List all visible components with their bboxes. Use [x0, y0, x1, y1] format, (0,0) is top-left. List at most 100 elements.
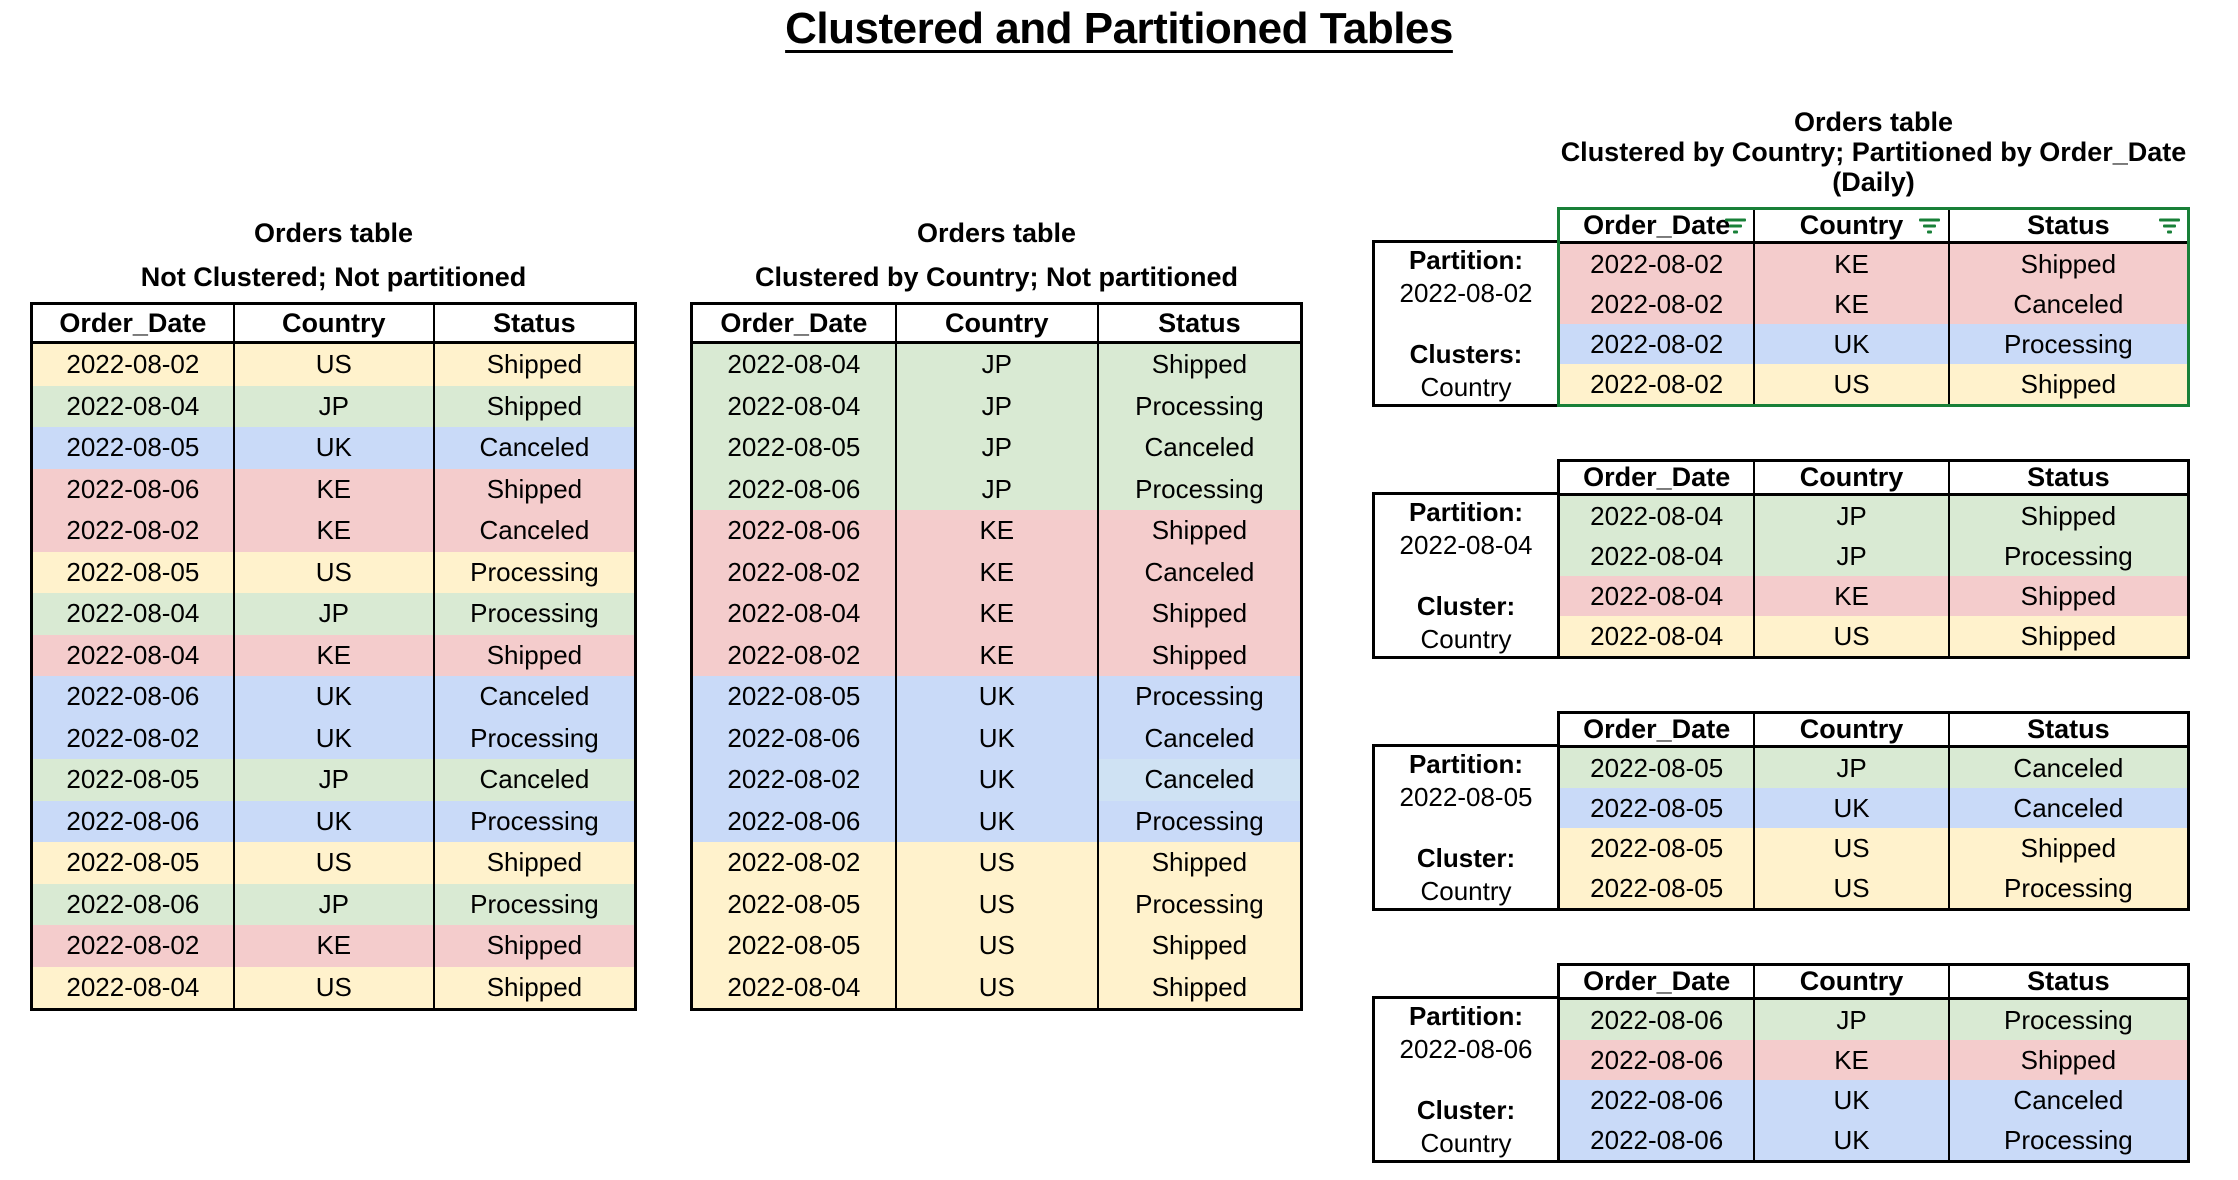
table-cell: Processing	[1096, 385, 1300, 427]
table-cell: 2022-08-02	[693, 759, 896, 801]
table-cell: 2022-08-05	[693, 427, 896, 469]
filter-icon[interactable]	[2158, 218, 2180, 233]
table-cell: 2022-08-02	[33, 717, 234, 759]
table-row: 2022-08-04 US Shipped	[1560, 616, 2187, 656]
partition-label-box: Partition: 2022-08-02 Clusters: Country	[1372, 240, 1557, 407]
table-cell: KE	[1753, 284, 1949, 324]
table-title: Orders table	[1793, 107, 1954, 137]
label-line: 2022-08-02	[1399, 277, 1533, 308]
table-cell: US	[1753, 868, 1949, 908]
table-cell: Processing	[1096, 468, 1300, 510]
table-cell: 2022-08-02	[33, 925, 234, 967]
label-line: Cluster:	[1416, 842, 1516, 873]
table-cell: Shipped	[1947, 616, 2187, 656]
table-cell: Processing	[1096, 800, 1300, 842]
table-cell: Shipped	[1947, 494, 2187, 536]
table-cell: 2022-08-05	[1560, 828, 1755, 868]
table-cell: Shipped	[1096, 966, 1300, 1008]
column-header: Status	[1096, 305, 1300, 344]
partitioned-table-group: Orders table Clustered by Country; Parti…	[1372, 100, 2190, 1180]
table-cell: UK	[1753, 324, 1949, 364]
filter-icon[interactable]	[1919, 218, 1941, 233]
table-cell: Canceled	[432, 759, 634, 801]
table-subtitle: Clustered by Country; Partitioned by Ord…	[1560, 137, 2187, 197]
table-row: 2022-08-06 UK Canceled	[693, 717, 1300, 759]
table-cell: Shipped	[1096, 593, 1300, 635]
table-cell: Canceled	[432, 427, 634, 469]
partition-table-2022-08-06: Order_Date Country Status 2022-08-06 JP Proce…	[1557, 963, 2190, 1163]
table-cell: 2022-08-06	[33, 468, 234, 510]
partition-block-2022-08-04: Partition: 2022-08-04 Cluster: Country Order…	[1372, 459, 2190, 659]
table-cell: 2022-08-04	[1560, 494, 1755, 536]
table-cell: Canceled	[1096, 717, 1300, 759]
table-cell: US	[1753, 616, 1949, 656]
partition-table-2022-08-04: Order_Date Country Status 2022-08-04 JP Shipp…	[1557, 459, 2190, 659]
table-cell: 2022-08-06	[1560, 1080, 1755, 1120]
table-subtitle: Clustered by Country; Not partitioned	[754, 262, 1238, 292]
table-row: 2022-08-04 JP Shipped	[693, 342, 1300, 386]
table-cell: Canceled	[432, 510, 634, 552]
table-cell: Shipped	[432, 925, 634, 967]
filter-icon[interactable]	[1724, 218, 1746, 233]
table-cell: US	[1753, 364, 1949, 404]
column-header-label: Country	[1799, 462, 1904, 492]
column-header-label: Order_Date	[720, 307, 868, 338]
table-cell: KE	[894, 510, 1098, 552]
table-cell: JP	[1753, 494, 1949, 536]
table-row: 2022-08-06 KE Shipped	[693, 510, 1300, 552]
table-cell: Canceled	[1096, 759, 1300, 801]
column-header: Country	[1753, 210, 1949, 244]
table-cell: US	[1753, 828, 1949, 868]
table-cell: Shipped	[1096, 925, 1300, 967]
table-row: 2022-08-02 KE Canceled	[1560, 284, 2187, 324]
column-header-label: Order_Date	[59, 307, 207, 338]
table-cell: US	[232, 966, 434, 1008]
table-cell: KE	[232, 510, 434, 552]
table-cell: 2022-08-04	[693, 966, 896, 1008]
column-header: Country	[894, 305, 1098, 344]
table-cell: UK	[1753, 1080, 1949, 1120]
header-row: Order_Date Country Status	[1560, 462, 2187, 496]
column-header-label: Order_Date	[1583, 462, 1731, 492]
table-cell: Processing	[432, 593, 634, 635]
table-cell: 2022-08-06	[1560, 1120, 1755, 1160]
column-header: Status	[432, 305, 634, 344]
table-cell: Processing	[432, 883, 634, 925]
table-cell: Shipped	[432, 385, 634, 427]
table-row: 2022-08-04 JP Processing	[1560, 536, 2187, 576]
table-cell: UK	[894, 800, 1098, 842]
orders-table-clustered: Order_Date Country Status 2022-08-04 JP Shipp…	[690, 302, 1303, 1011]
table-cell: UK	[232, 427, 434, 469]
column-header-label: Status	[2027, 714, 2110, 744]
partition-block-2022-08-05: Partition: 2022-08-05 Cluster: Country Order…	[1372, 711, 2190, 911]
table-cell: 2022-08-04	[33, 634, 234, 676]
table-row: 2022-08-06 UK Processing	[693, 800, 1300, 842]
column-header-label: Country	[1799, 966, 1904, 996]
table-cell: 2022-08-06	[693, 468, 896, 510]
table-cell: 2022-08-06	[1560, 998, 1755, 1040]
table-cell: 2022-08-05	[33, 759, 234, 801]
table-cell: UK	[232, 676, 434, 718]
table-cell: 2022-08-06	[33, 676, 234, 718]
header-row: Order_Date Country Status	[1560, 714, 2187, 748]
table-cell: Canceled	[1947, 284, 2187, 324]
column-header-label: Status	[2027, 966, 2110, 996]
table-cell: 2022-08-05	[33, 551, 234, 593]
table-cell: Shipped	[432, 468, 634, 510]
label-line: Partition:	[1408, 244, 1524, 275]
table-row: 2022-08-02 KE Shipped	[1560, 242, 2187, 284]
table-row: 2022-08-04 JP Shipped	[1560, 494, 2187, 536]
column-header-label: Order_Date	[1583, 966, 1731, 996]
table-cell: 2022-08-04	[1560, 616, 1755, 656]
table-cell: 2022-08-04	[33, 593, 234, 635]
table-cell: 2022-08-06	[693, 717, 896, 759]
table-row: 2022-08-04 US Shipped	[33, 966, 634, 1008]
table-cell: Shipped	[1096, 634, 1300, 676]
column-header: Status	[1947, 714, 2187, 748]
table-cell: 2022-08-04	[1560, 576, 1755, 616]
table-row: 2022-08-04 JP Processing	[33, 593, 634, 635]
table-cell: 2022-08-06	[1560, 1040, 1755, 1080]
table-cell: US	[232, 842, 434, 884]
label-line: 2022-08-06	[1399, 1033, 1533, 1064]
table-cell: 2022-08-05	[33, 842, 234, 884]
